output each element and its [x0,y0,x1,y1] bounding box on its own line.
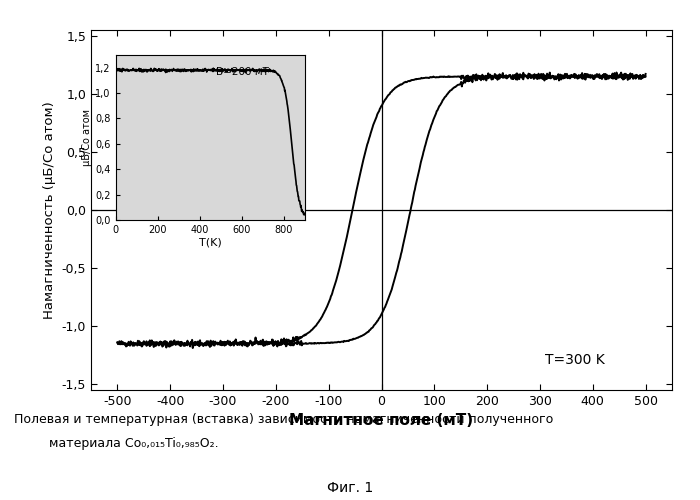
Y-axis label: μБ/Co атом: μБ/Co атом [83,109,92,166]
Text: T=300 K: T=300 K [545,353,605,367]
X-axis label: T(K): T(K) [199,238,221,248]
Text: Фиг. 1: Фиг. 1 [327,481,373,495]
Text: Полевая и температурная (вставка) зависимости намагниченности полученного: Полевая и температурная (вставка) зависи… [14,412,553,426]
Text: материала Co₀,₀₁₅Ti₀,₉₈₅O₂.: материала Co₀,₀₁₅Ti₀,₉₈₅O₂. [49,438,218,450]
Text: B=200 мТ: B=200 мТ [216,68,270,78]
X-axis label: Магнитное поле (мТ): Магнитное поле (мТ) [289,414,474,428]
Y-axis label: Намагниченность (μБ/Co атом): Намагниченность (μБ/Co атом) [43,101,56,319]
